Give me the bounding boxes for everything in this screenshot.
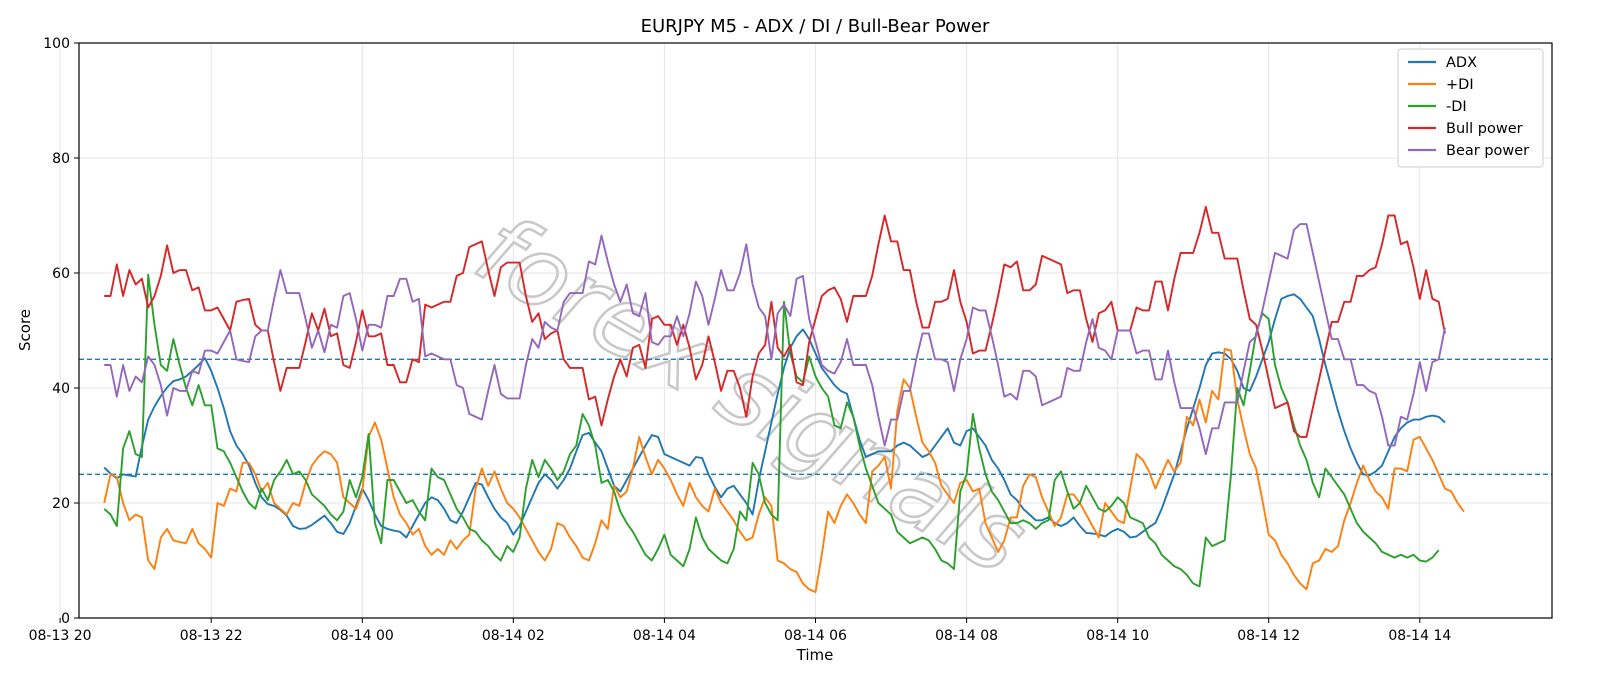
- x-tick-label: 08-14 00: [331, 628, 394, 644]
- x-tick-label: 08-14 06: [784, 628, 847, 644]
- y-axis: 0 20 40 60 80 100: [43, 36, 79, 627]
- legend-box: [1397, 48, 1544, 168]
- y-tick-label: 60: [52, 266, 70, 282]
- series-line-adx: [103, 293, 1446, 539]
- x-axis-title: Time: [796, 646, 834, 664]
- y-tick-label: 40: [52, 381, 70, 397]
- legend-label: Bear power: [1446, 143, 1529, 159]
- x-tick-label: 08-14 04: [633, 628, 696, 644]
- legend-label: Bull power: [1446, 121, 1523, 137]
- y-axis-title: Score: [16, 309, 34, 351]
- grid-lines: [59, 42, 1552, 619]
- x-tick-label: 08-14 12: [1237, 628, 1300, 644]
- legend-label: +DI: [1446, 77, 1474, 93]
- reference-lines: [79, 358, 1552, 475]
- legend-label: ADX: [1446, 55, 1477, 71]
- series-lines: [103, 205, 1465, 594]
- x-tick-label: 08-13 22: [180, 628, 243, 644]
- x-tick-label: 08-14 14: [1388, 628, 1451, 644]
- series-line-di: [103, 273, 1440, 588]
- y-tick-label: 100: [43, 36, 70, 52]
- legend-label: -DI: [1446, 99, 1467, 115]
- y-tick-label: 80: [52, 151, 70, 167]
- y-tick-label: 0: [61, 611, 70, 627]
- x-tick-label: 08-14 10: [1086, 628, 1149, 644]
- series-line-bear-power: [104, 223, 1446, 456]
- x-tick-label: 08-14 02: [482, 628, 545, 644]
- x-tick-label: 08-13 20: [29, 628, 92, 644]
- chart-title: EURJPY M5 - ADX / DI / Bull-Bear Power: [641, 16, 990, 37]
- y-tick-label: 20: [52, 496, 70, 512]
- x-axis: 08-13 20 08-13 22 08-14 00 08-14 02 08-14 04…: [29, 618, 1451, 644]
- x-tick-label: 08-14 08: [935, 628, 998, 644]
- legend: ADX +DI -DI Bull power Bear power: [1397, 48, 1544, 168]
- series-line-bull-power: [104, 205, 1446, 438]
